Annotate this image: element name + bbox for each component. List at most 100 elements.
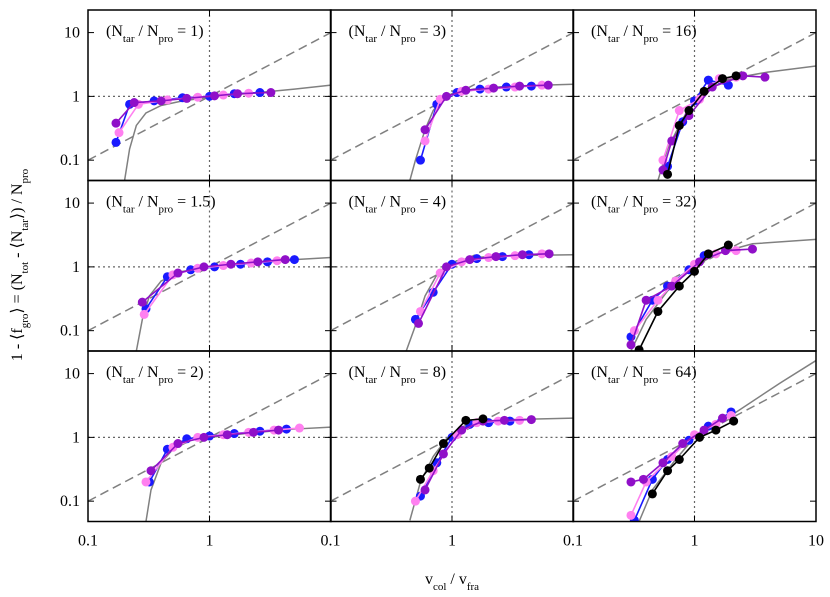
data-point — [695, 94, 705, 104]
data-point — [156, 96, 166, 106]
panel-title-part: (N — [106, 364, 123, 381]
data-point — [253, 257, 263, 267]
y-axis-label-sub: gro — [19, 313, 31, 328]
panel-title-sub: tar — [608, 33, 620, 45]
x-axis-label-part: / v — [446, 571, 466, 588]
panel-title-sub: tar — [365, 374, 377, 386]
panel-title-part: = 1) — [173, 23, 203, 40]
data-point — [634, 345, 644, 351]
data-point — [738, 71, 748, 81]
panel-title-sub: pro — [401, 374, 416, 386]
data-point — [141, 477, 151, 487]
panel-title-part: / N — [135, 23, 159, 40]
data-point — [674, 120, 684, 130]
data-point — [543, 80, 553, 90]
data-point — [717, 74, 727, 84]
data-point — [517, 250, 527, 260]
data-point — [695, 257, 705, 267]
panel — [330, 351, 574, 522]
data-point — [441, 91, 451, 101]
data-point — [461, 415, 471, 425]
data-point — [420, 136, 430, 146]
data-point — [647, 489, 657, 499]
y-axis-label-part: ⟩ = (N — [9, 273, 26, 314]
data-point — [294, 423, 304, 433]
curve — [573, 372, 816, 502]
series-line — [141, 258, 286, 303]
curve — [405, 253, 574, 351]
panel-title: (Ntar / Npro = 1) — [106, 23, 204, 45]
curve — [330, 372, 574, 502]
x-tick-label: 1 — [448, 533, 456, 550]
panel-title-part: = 8) — [416, 364, 446, 381]
y-axis-label-part: 1 - ⟨f — [9, 328, 26, 362]
data-point — [717, 413, 727, 423]
data-point — [723, 80, 733, 90]
data-point — [653, 306, 663, 316]
x-tick-label: 0.1 — [321, 533, 341, 550]
panel — [573, 180, 816, 351]
panel-title-part: (N — [591, 194, 608, 211]
panel-title-part: / N — [377, 364, 401, 381]
panel-title-part: / N — [620, 194, 644, 211]
data-point — [199, 262, 209, 272]
data-point — [674, 281, 684, 291]
panel-title: (Ntar / Npro = 4) — [349, 194, 447, 216]
data-point — [703, 75, 713, 85]
panel-title-sub: tar — [123, 374, 135, 386]
curve — [330, 31, 574, 161]
data-point — [723, 240, 733, 250]
panel — [88, 10, 331, 181]
y-axis-label-sub: tar — [19, 219, 31, 231]
data-point — [489, 83, 499, 93]
data-point — [674, 454, 684, 464]
panel-title-part: / N — [620, 364, 644, 381]
data-point — [747, 244, 757, 254]
panel-title: (Ntar / Npro = 32) — [591, 194, 697, 216]
panel-title-part: / N — [135, 194, 159, 211]
data-point — [199, 432, 209, 442]
series-line — [417, 253, 550, 324]
data-point — [699, 425, 709, 435]
y-tick-label: 10 — [64, 195, 80, 212]
data-point — [544, 249, 554, 259]
data-point — [667, 281, 677, 291]
curve — [145, 426, 331, 522]
data-point — [478, 414, 488, 424]
panel-title-part: (N — [591, 364, 608, 381]
data-point — [173, 439, 183, 449]
data-point — [684, 106, 694, 116]
y-axis-label-part: - ⟨N — [9, 230, 26, 262]
panel — [330, 10, 574, 181]
panel-title-part: = 32) — [658, 194, 696, 211]
data-point — [114, 128, 124, 138]
series-line — [424, 84, 543, 142]
y-axis-label: 1 - ⟨fgro⟩ = (Ntot - ⟨Ntar⟩) / Npro — [9, 168, 31, 361]
curve — [88, 372, 331, 502]
panel-title-sub: pro — [644, 374, 659, 386]
series-line — [630, 417, 723, 483]
curve — [638, 359, 816, 522]
data-point — [111, 137, 121, 147]
data-point — [465, 255, 475, 265]
panel-title-part: = 4) — [416, 194, 446, 211]
data-point — [626, 510, 636, 520]
curve — [573, 202, 816, 332]
data-point — [626, 340, 636, 350]
x-axis-label-sub: fra — [467, 581, 479, 593]
data-point — [441, 262, 451, 272]
x-tick-label: 0.1 — [563, 533, 583, 550]
panel-title-part: / N — [377, 194, 401, 211]
y-axis-label-part: ⟩) / N — [9, 183, 26, 219]
data-point — [760, 72, 770, 82]
series-line — [150, 429, 279, 472]
data-point — [526, 415, 536, 425]
panel-title-part: (N — [106, 23, 123, 40]
data-point — [667, 452, 677, 462]
y-axis-label-sub: pro — [19, 168, 31, 183]
panel-title-part: (N — [591, 23, 608, 40]
curve — [330, 202, 574, 332]
panel-title-part: = 16) — [658, 23, 696, 40]
panel-title: (Ntar / Npro = 64) — [591, 364, 697, 386]
